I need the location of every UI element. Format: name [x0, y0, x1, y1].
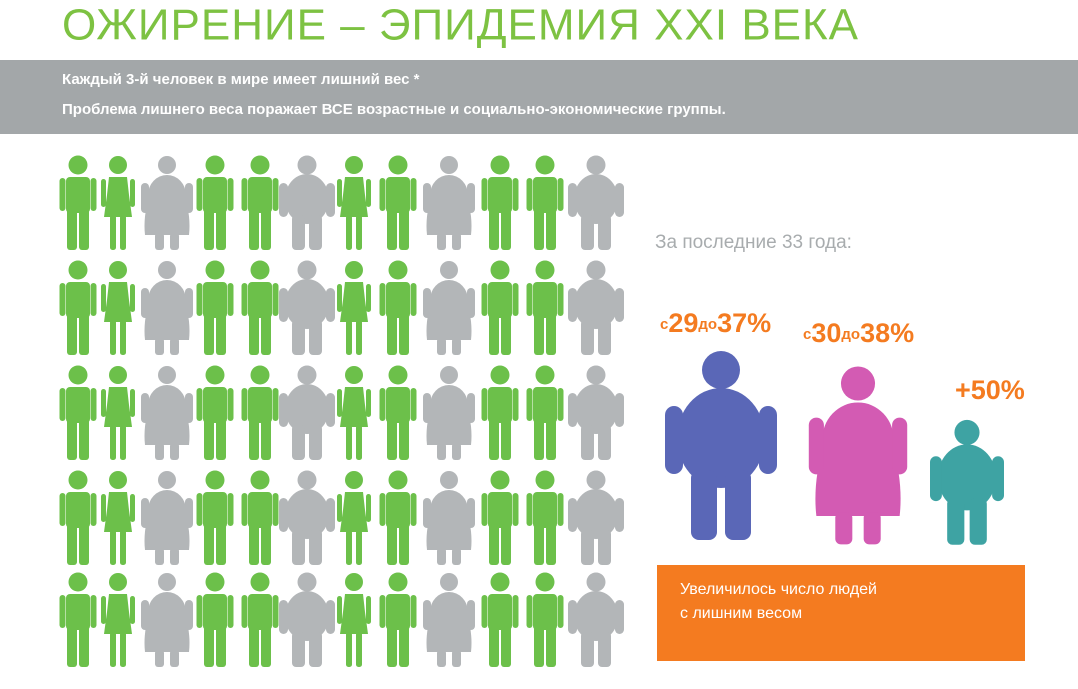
person-icon: [141, 366, 193, 460]
person-icon: [481, 572, 519, 667]
person-icon: [59, 365, 97, 460]
women-stat: с30до38%: [803, 318, 914, 348]
person-icon: [379, 470, 417, 565]
banner-line: Каждый 3-й человек в мире имеет лишний в…: [62, 71, 420, 88]
person-icon: [101, 573, 135, 667]
person-icon: [196, 365, 234, 460]
prefix: до: [698, 316, 717, 333]
person-icon: [526, 155, 564, 250]
person-icon: [196, 470, 234, 565]
person-icon: [568, 365, 624, 460]
person-icon: [101, 366, 135, 460]
child-figure: [930, 419, 1004, 545]
banner-line: Проблема лишнего веса поражает ВСЕ возра…: [62, 101, 726, 118]
person-icon: [481, 260, 519, 355]
person-icon: [568, 572, 624, 667]
prefix: с: [803, 326, 811, 343]
person-icon: [59, 260, 97, 355]
person-icon: [101, 156, 135, 250]
person-icon: [481, 365, 519, 460]
person-icon: [337, 261, 371, 355]
person-icon: [59, 572, 97, 667]
person-icon: [279, 572, 335, 667]
note-line: с лишним весом: [680, 605, 802, 622]
title: ОЖИРЕНИЕ – ЭПИДЕМИЯ XXI ВЕКА: [62, 1, 859, 50]
person-icon: [337, 366, 371, 460]
from: 29: [668, 308, 698, 338]
person-icon: [481, 470, 519, 565]
person-icon: [196, 572, 234, 667]
person-icon: [59, 470, 97, 565]
prefix: с: [660, 316, 668, 333]
person-icon: [379, 572, 417, 667]
to: 37%: [717, 308, 771, 338]
person-icon: [337, 156, 371, 250]
person-icon: [526, 470, 564, 565]
person-icon: [141, 156, 193, 250]
person-icon: [141, 261, 193, 355]
banner: [0, 60, 1078, 134]
caption: За последние 33 года:: [655, 232, 852, 253]
person-icon: [279, 260, 335, 355]
person-icon: [526, 572, 564, 667]
person-icon: [481, 155, 519, 250]
children-stat: +50%: [955, 375, 1025, 405]
person-icon: [241, 470, 279, 565]
person-icon: [196, 155, 234, 250]
person-icon: [423, 471, 475, 565]
from: 30: [811, 318, 841, 348]
person-icon: [59, 155, 97, 250]
person-icon: [279, 365, 335, 460]
person-icon: [526, 260, 564, 355]
person-icon: [141, 471, 193, 565]
person-icon: [568, 155, 624, 250]
person-icon: [379, 155, 417, 250]
person-icon: [423, 573, 475, 667]
person-icon: [241, 260, 279, 355]
person-icon: [379, 260, 417, 355]
man-figure: [665, 351, 777, 540]
person-icon: [279, 155, 335, 250]
person-icon: [141, 573, 193, 667]
note-box: [657, 565, 1025, 661]
person-icon: [423, 261, 475, 355]
men-stat: с29до37%: [660, 308, 771, 338]
person-icon: [423, 366, 475, 460]
person-icon: [101, 261, 135, 355]
person-icon: [101, 471, 135, 565]
person-icon: [568, 260, 624, 355]
person-icon: [196, 260, 234, 355]
people-grid: [59, 155, 624, 667]
person-icon: [241, 365, 279, 460]
person-icon: [568, 470, 624, 565]
person-icon: [337, 573, 371, 667]
note-line: Увеличилось число людей: [680, 581, 877, 598]
person-icon: [241, 572, 279, 667]
person-icon: [337, 471, 371, 565]
person-icon: [279, 470, 335, 565]
person-icon: [526, 365, 564, 460]
woman-figure: [808, 366, 908, 545]
person-icon: [423, 156, 475, 250]
person-icon: [379, 365, 417, 460]
person-icon: [241, 155, 279, 250]
to: 38%: [860, 318, 914, 348]
prefix: до: [841, 326, 860, 343]
